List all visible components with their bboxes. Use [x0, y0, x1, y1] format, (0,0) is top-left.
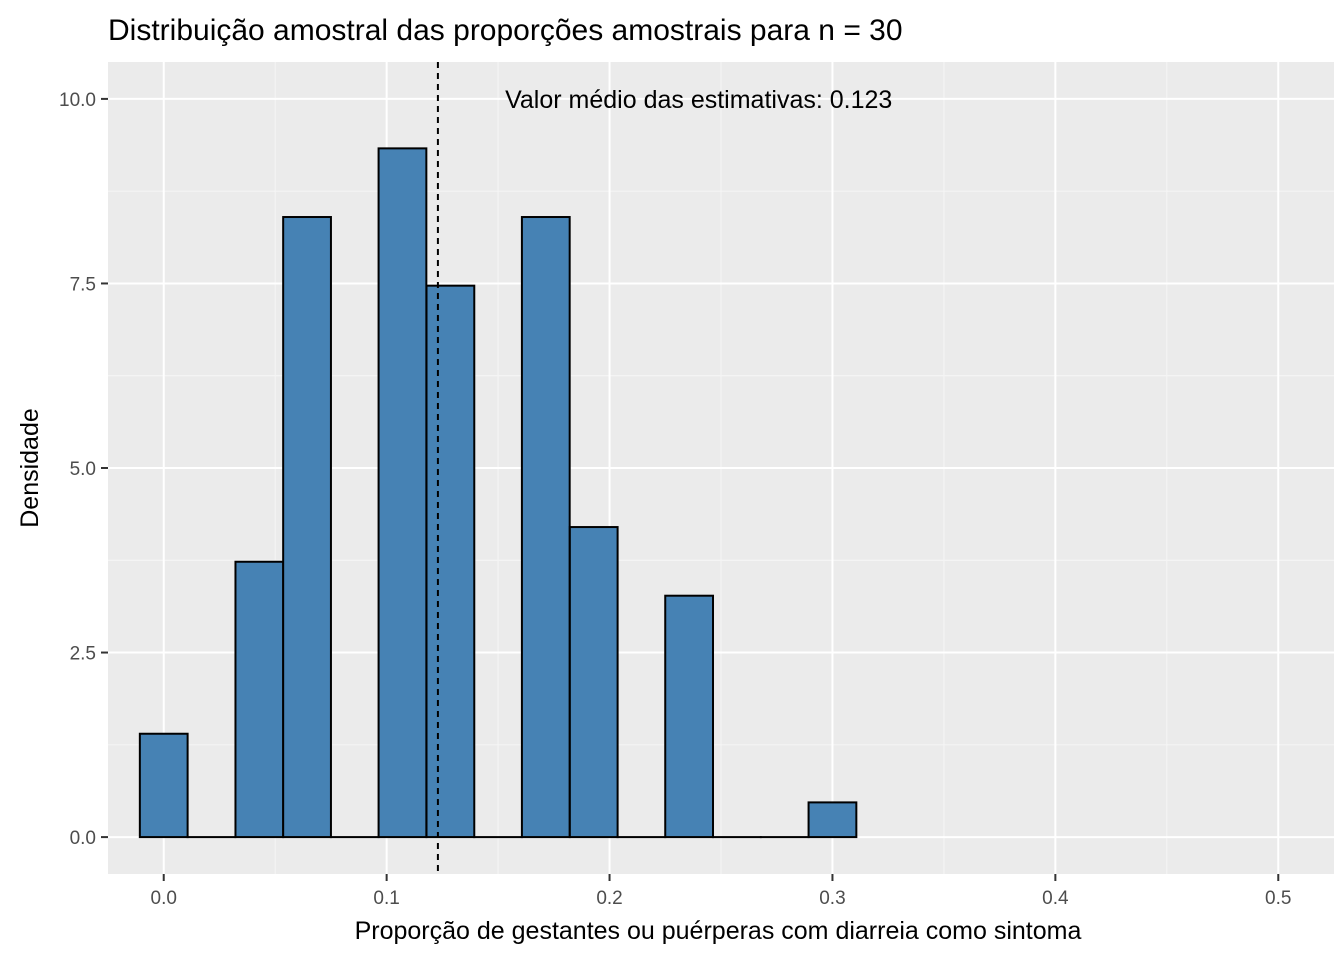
histogram-bars: [138, 147, 858, 839]
histogram-bar: [138, 732, 189, 839]
y-tick-label: 5.0: [70, 459, 96, 480]
x-axis: 0.0 0.1 0.2 0.3 0.4 0.5: [151, 874, 1291, 909]
y-axis-title: Densidade: [16, 408, 44, 528]
histogram-bar: [664, 594, 715, 839]
histogram-bar: [568, 526, 619, 839]
x-tick-label: 0.0: [151, 888, 177, 909]
histogram-bar: [520, 216, 571, 839]
x-tick-label: 0.5: [1265, 888, 1291, 909]
y-tick-label: 7.5: [70, 274, 96, 295]
y-tick-label: 0.0: [70, 828, 96, 849]
y-tick-label: 2.5: [70, 644, 96, 665]
chart-title: Distribuição amostral das proporções amo…: [108, 14, 903, 47]
histogram-bar: [377, 147, 428, 839]
mean-annotation: Valor médio das estimativas: 0.123: [505, 86, 892, 114]
histogram-bar: [425, 284, 476, 839]
y-tick-label: 10.0: [59, 90, 96, 111]
x-tick-label: 0.1: [373, 888, 399, 909]
x-tick-label: 0.3: [819, 888, 845, 909]
x-tick-label: 0.2: [596, 888, 622, 909]
histogram-bar: [282, 216, 332, 839]
y-axis: 0.0 2.5 5.0 7.5 10.0: [59, 90, 108, 849]
histogram-bar: [234, 560, 285, 839]
histogram-bar: [807, 801, 858, 839]
x-axis-title: Proporção de gestantes ou puérperas com …: [355, 917, 1082, 945]
x-tick-label: 0.4: [1042, 888, 1069, 909]
